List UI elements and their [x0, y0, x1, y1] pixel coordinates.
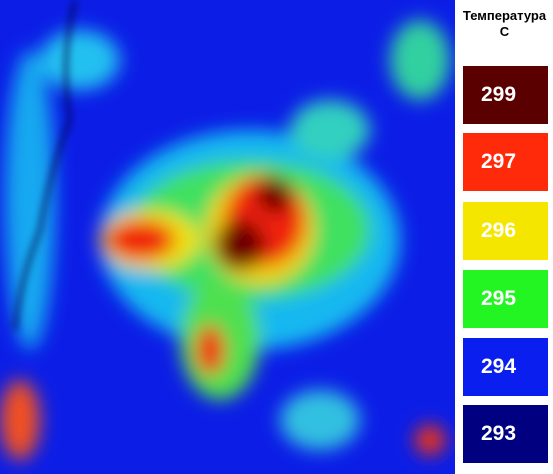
heat-zone	[257, 177, 293, 213]
legend-item: 294	[463, 338, 548, 396]
legend-item: 297	[463, 133, 548, 191]
legend-title-line: Температура	[456, 8, 553, 24]
heat-zone	[0, 380, 40, 460]
heat-zone	[5, 50, 55, 350]
legend-title: Температура С	[456, 8, 553, 40]
legend-item: 293	[463, 405, 548, 463]
heat-zone	[195, 325, 225, 375]
heat-zone	[215, 220, 265, 270]
legend-item: 295	[463, 270, 548, 328]
legend-label: 299	[481, 83, 516, 107]
legend-label: 297	[481, 150, 516, 174]
legend-label: 293	[481, 422, 516, 446]
page: Температура С 299 297 296 295 294 293	[0, 0, 553, 474]
legend-item: 299	[463, 66, 548, 124]
thermal-map	[0, 0, 455, 474]
legend-label: 296	[481, 219, 516, 243]
heat-zone	[105, 220, 175, 260]
heat-zone	[280, 390, 360, 450]
legend-item: 296	[463, 202, 548, 260]
heat-zone	[40, 30, 120, 90]
legend-label: 295	[481, 287, 516, 311]
heat-zone	[415, 425, 445, 455]
heat-zone	[390, 20, 450, 100]
heat-zone	[290, 100, 370, 160]
legend-label: 294	[481, 355, 516, 379]
legend-title-line: С	[456, 24, 553, 40]
